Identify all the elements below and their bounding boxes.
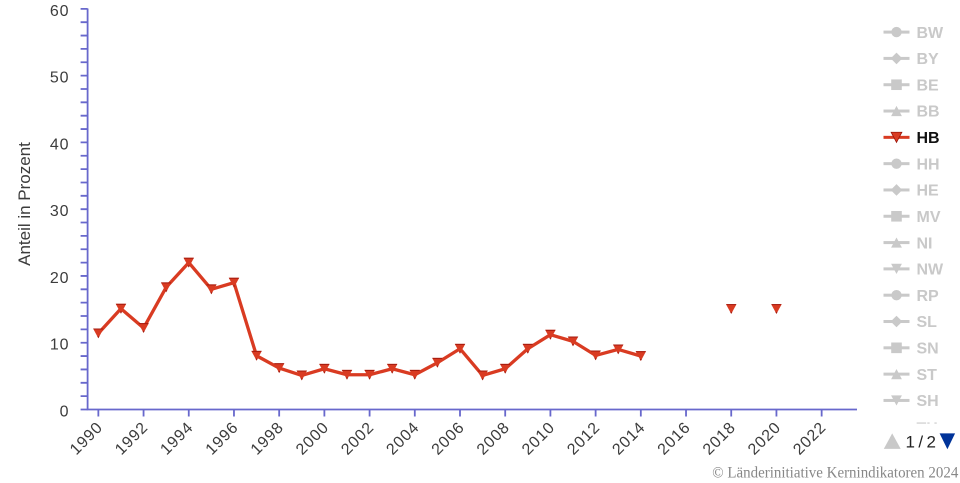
svg-text:40: 40	[50, 136, 69, 153]
svg-text:© Länderinitiative Kernindikat: © Länderinitiative Kernindikatoren 2024	[712, 465, 958, 482]
svg-text:BB: BB	[917, 104, 940, 121]
svg-text:RP: RP	[917, 288, 940, 305]
svg-text:0: 0	[60, 404, 70, 421]
svg-text:1 / 2: 1 / 2	[906, 433, 936, 452]
svg-text:20: 20	[50, 270, 69, 287]
svg-text:NI: NI	[917, 235, 933, 252]
svg-text:TH: TH	[917, 421, 938, 438]
svg-text:60: 60	[50, 3, 69, 20]
svg-text:SH: SH	[917, 393, 939, 410]
svg-text:30: 30	[50, 203, 69, 220]
svg-text:50: 50	[50, 70, 69, 87]
svg-text:MV: MV	[917, 209, 941, 226]
svg-text:HE: HE	[917, 183, 940, 200]
svg-text:HH: HH	[917, 156, 940, 173]
svg-text:SN: SN	[917, 341, 939, 358]
svg-text:BW: BW	[917, 25, 945, 42]
svg-text:BE: BE	[917, 77, 940, 94]
svg-text:SL: SL	[917, 314, 938, 331]
svg-text:NW: NW	[917, 262, 945, 279]
svg-text:HB: HB	[917, 130, 940, 147]
svg-text:10: 10	[50, 337, 69, 354]
svg-text:ST: ST	[917, 367, 938, 384]
svg-text:Anteil in Prozent: Anteil in Prozent	[15, 142, 34, 266]
svg-text:BY: BY	[917, 51, 940, 68]
